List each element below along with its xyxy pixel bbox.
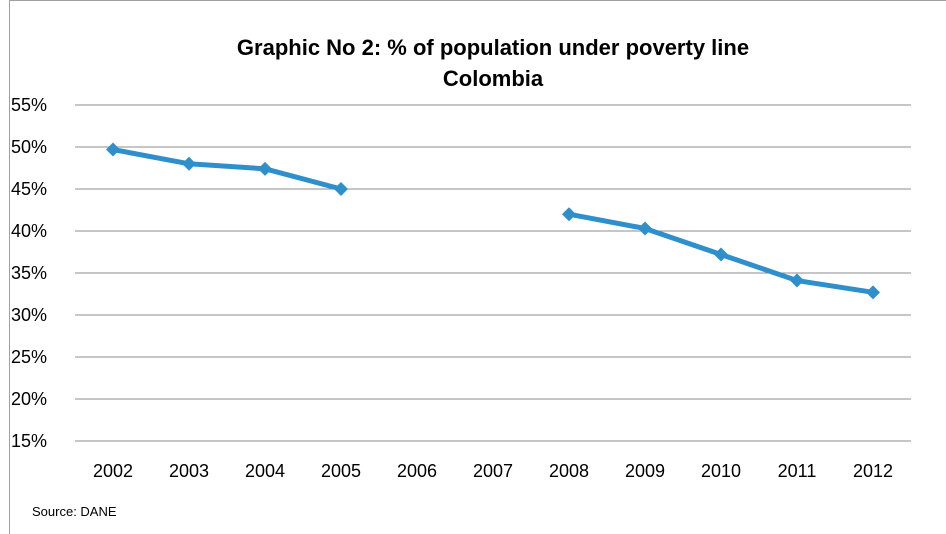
x-tick-label: 2008: [549, 461, 589, 481]
data-point: [638, 221, 652, 236]
y-tick-label: 15%: [11, 431, 47, 451]
x-tick-label: 2012: [853, 461, 893, 481]
x-tick-label: 2004: [245, 461, 285, 481]
x-tick-label: 2009: [625, 461, 665, 481]
chart-title-line-1: Graphic No 2: % of population under pove…: [236, 35, 750, 60]
data-point: [866, 285, 880, 300]
chart-area: [9, 0, 946, 534]
x-tick-label: 2007: [473, 461, 513, 481]
x-tick-label: 2002: [93, 461, 133, 481]
y-tick-label: 55%: [11, 95, 47, 115]
x-tick-label: 2006: [397, 461, 437, 481]
chart-title-line-2: Colombia: [442, 66, 544, 91]
data-point: [106, 142, 120, 157]
x-tick-label: 2010: [701, 461, 741, 481]
y-tick-label: 35%: [11, 263, 47, 283]
chart-title: Graphic No 2: % of population under pove…: [75, 32, 911, 94]
y-tick-label: 20%: [11, 389, 47, 409]
data-point: [258, 161, 272, 176]
data-point: [714, 247, 728, 262]
y-tick-label: 30%: [11, 305, 47, 325]
x-tick-label: 2003: [169, 461, 209, 481]
x-tick-label: 2011: [778, 461, 817, 481]
y-tick-label: 40%: [11, 221, 47, 241]
series-line: [110, 147, 344, 192]
data-point: [182, 156, 196, 171]
y-tick-label: 50%: [11, 137, 47, 157]
y-tick-label: 25%: [11, 347, 47, 367]
data-point: [790, 273, 804, 288]
source-note: Source: DANE: [32, 504, 117, 519]
x-tick-label: 2005: [321, 461, 361, 481]
data-point: [562, 207, 576, 222]
y-tick-label: 45%: [11, 179, 47, 199]
data-point: [334, 182, 348, 196]
